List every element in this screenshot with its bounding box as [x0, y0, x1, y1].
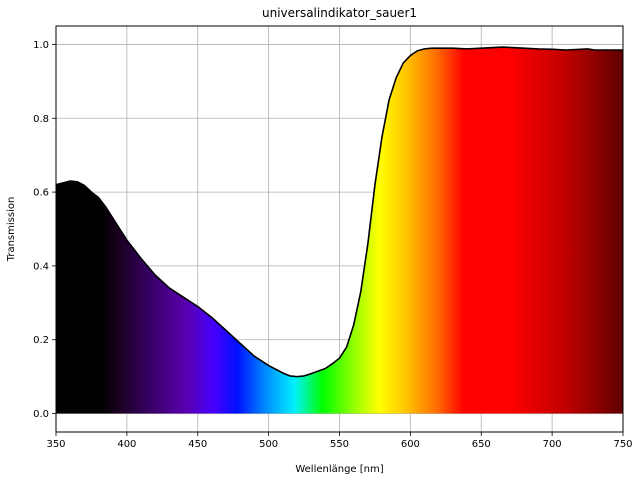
spectrum-fill	[56, 47, 623, 414]
y-axis: 0.0 0.2 0.4 0.6 0.8 1.0	[33, 40, 56, 420]
transmission-series-line	[56, 46, 623, 378]
y-tick-label: 0.6	[33, 188, 49, 199]
x-tick-label: 650	[472, 439, 491, 450]
y-tick-label: 0.2	[33, 335, 49, 346]
x-tick-label: 600	[401, 439, 420, 450]
x-tick-label: 400	[117, 439, 136, 450]
y-tick-label: 1.0	[33, 40, 49, 51]
y-tick-label: 0.8	[33, 114, 49, 125]
x-tick-label: 350	[46, 439, 65, 450]
x-tick-label: 550	[330, 439, 349, 450]
x-axis: 350 400 450 500 550 600 650 700 750	[46, 432, 633, 450]
chart-title: universalindikator_sauer1	[262, 6, 417, 20]
y-tick-label: 0.4	[33, 261, 49, 272]
x-tick-label: 500	[259, 439, 278, 450]
y-axis-label: Transmission	[6, 197, 17, 263]
x-axis-label: Wellenlänge [nm]	[295, 464, 383, 475]
y-tick-label: 0.0	[33, 409, 49, 420]
x-tick-label: 450	[188, 439, 207, 450]
x-tick-label: 700	[543, 439, 562, 450]
x-tick-label: 750	[613, 439, 632, 450]
